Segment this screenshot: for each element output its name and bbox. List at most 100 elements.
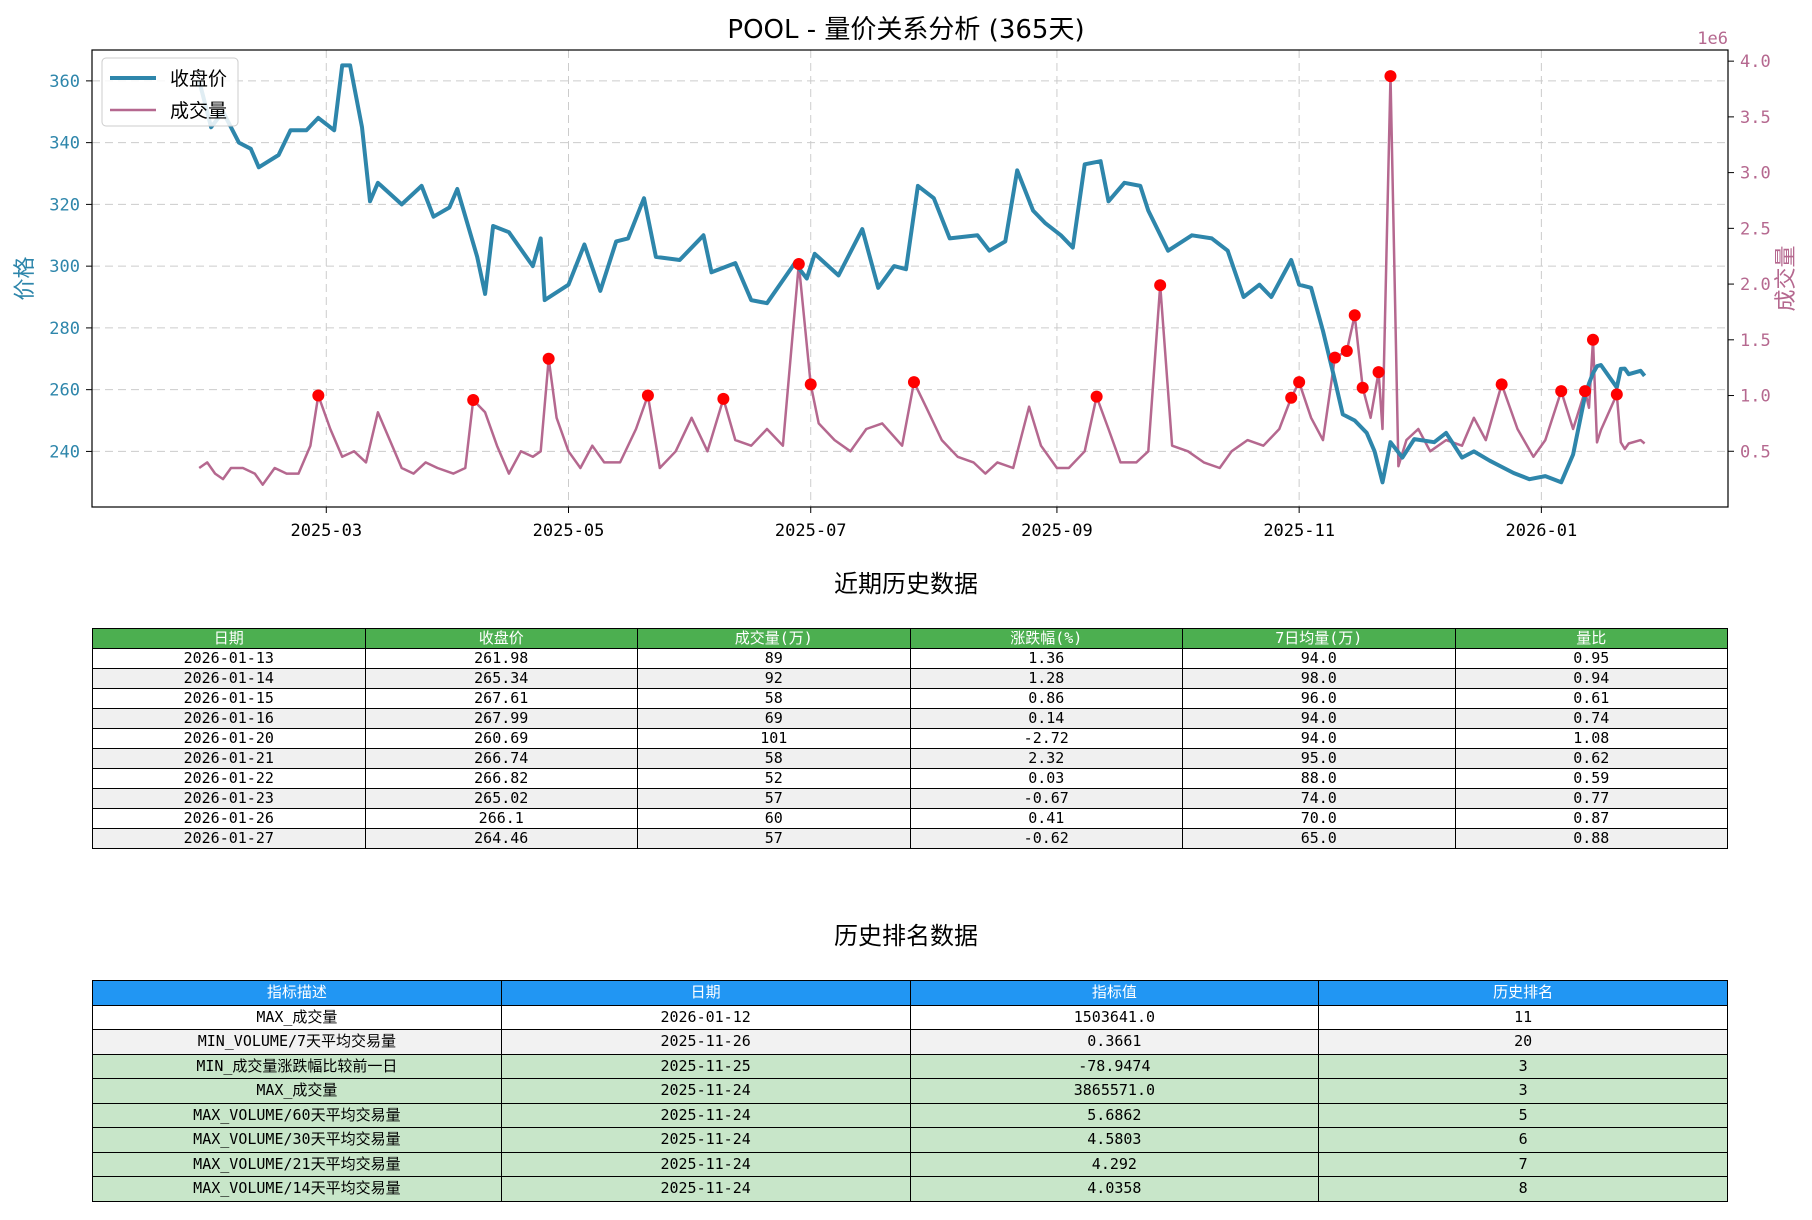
table-cell: MIN_成交量涨跌幅比较前一日	[92, 1053, 502, 1079]
table-cell: 3	[1318, 1053, 1728, 1079]
y-left-tick-label: 240	[49, 442, 80, 462]
table-cell: 2025-11-24	[500, 1127, 911, 1153]
ranking-column-header: 指标描述	[92, 980, 502, 1006]
volume-spike-point	[1356, 381, 1369, 394]
price-line	[197, 63, 1647, 485]
table-cell: 65.0	[1182, 828, 1456, 849]
volume-spike-point	[804, 378, 817, 391]
volume-spike-point	[312, 389, 325, 402]
volume-spike-point	[467, 393, 480, 406]
y-right-tick-label: 1.0	[1740, 387, 1771, 407]
table-cell: 89	[637, 648, 911, 669]
table-cell: 5	[1318, 1102, 1728, 1128]
table-cell: 0.86	[909, 688, 1183, 709]
y-right-tick-label: 4.0	[1740, 52, 1771, 72]
legend-price-label: 收盘价	[170, 68, 227, 90]
recent-column-header: 7日均量(万)	[1182, 628, 1456, 649]
table-cell: 1503641.0	[909, 1004, 1320, 1030]
table-cell: 6	[1318, 1127, 1728, 1153]
table-cell: 74.0	[1182, 788, 1456, 809]
table-cell: 95.0	[1182, 748, 1456, 769]
table-row: 2026-01-14 265.34 92 1.28 98.0 0.94	[92, 668, 1728, 689]
table-cell: 267.99	[364, 708, 638, 729]
table-cell: MIN_VOLUME/7天平均交易量	[92, 1029, 502, 1055]
table-cell: -2.72	[909, 728, 1183, 749]
legend-volume-label: 成交量	[170, 100, 227, 122]
table-cell: 0.14	[909, 708, 1183, 729]
table-cell: 261.98	[364, 648, 638, 669]
volume-spike-point	[1090, 390, 1103, 403]
table-cell: 0.94	[1454, 668, 1728, 689]
volume-spike-point	[1384, 70, 1397, 83]
volume-spike-point	[1154, 279, 1167, 292]
x-tick-label: 2025-05	[533, 521, 605, 541]
table-cell: 266.82	[364, 768, 638, 789]
table-cell: 0.77	[1454, 788, 1728, 809]
table-row: 2026-01-22 266.82 52 0.03 88.0 0.59	[92, 768, 1728, 789]
volume-spike-point	[792, 258, 805, 271]
table-cell: 1.28	[909, 668, 1183, 689]
table-cell: 266.1	[364, 808, 638, 829]
y-right-tick-label: 2.5	[1740, 219, 1771, 239]
table-cell: 52	[637, 768, 911, 789]
table-row: MAX_VOLUME/60天平均交易量 2025-11-24 5.6862 5	[92, 1102, 1728, 1128]
table-row: MAX_VOLUME/21天平均交易量 2025-11-24 4.292 7	[92, 1151, 1728, 1177]
axes: 240 260 280 300 320 340 360 2025-03 2025-05 2025-…	[13, 29, 1799, 541]
table-cell: 60	[637, 808, 911, 829]
table-cell: 2026-01-13	[92, 648, 366, 669]
table-cell: 70.0	[1182, 808, 1456, 829]
table-row: 2026-01-27 264.46 57 -0.62 65.0 0.88	[92, 828, 1728, 849]
table-cell: 2026-01-14	[92, 668, 366, 689]
y-left-tick-label: 280	[49, 319, 80, 339]
table-cell: 0.88	[1454, 828, 1728, 849]
volume-spike-point	[907, 376, 920, 389]
ranking-column-header: 指标值	[909, 980, 1320, 1006]
table-cell: 7	[1318, 1151, 1728, 1177]
x-tick-label: 2026-01	[1506, 521, 1578, 541]
table-cell: -78.9474	[909, 1053, 1320, 1079]
table-row: MAX_VOLUME/14天平均交易量 2025-11-24 4.0358 8	[92, 1176, 1728, 1202]
table-row: MIN_成交量涨跌幅比较前一日 2025-11-25 -78.9474 3	[92, 1053, 1728, 1079]
y-right-tick-label: 3.0	[1740, 164, 1771, 184]
ranking-table: 指标描述 日期 指标值 历史排名 MAX_成交量 2026-01-12 1503641.0…	[92, 980, 1728, 1202]
table-cell: 2025-11-25	[500, 1053, 911, 1079]
table-cell: 2026-01-26	[92, 808, 366, 829]
table-cell: 98.0	[1182, 668, 1456, 689]
table-cell: 57	[637, 788, 911, 809]
table-cell: 0.41	[909, 808, 1183, 829]
table-row: MAX_成交量 2026-01-12 1503641.0 11	[92, 1004, 1728, 1030]
table-cell: 2025-11-24	[500, 1078, 911, 1104]
table-cell: 264.46	[364, 828, 638, 849]
table-cell: 2025-11-24	[500, 1151, 911, 1177]
table-row: 2026-01-23 265.02 57 -0.67 74.0 0.77	[92, 788, 1728, 809]
volume-spike-point	[641, 389, 654, 402]
table-cell: -0.62	[909, 828, 1183, 849]
table-cell: MAX_VOLUME/30天平均交易量	[92, 1127, 502, 1153]
table-cell: 260.69	[364, 728, 638, 749]
table-cell: 2026-01-22	[92, 768, 366, 789]
x-tick-label: 2025-07	[775, 521, 847, 541]
table-cell: 8	[1318, 1176, 1728, 1202]
ranking-table-header: 指标描述 日期 指标值 历史排名	[92, 980, 1728, 1006]
table-cell: 58	[637, 688, 911, 709]
table-cell: 57	[637, 828, 911, 849]
recent-column-header: 日期	[92, 628, 366, 649]
table-cell: 2026-01-27	[92, 828, 366, 849]
table-cell: 58	[637, 748, 911, 769]
recent-column-header: 涨跌幅(%)	[909, 628, 1183, 649]
table-cell: 0.59	[1454, 768, 1728, 789]
table-cell: 94.0	[1182, 648, 1456, 669]
table-cell: MAX_VOLUME/21天平均交易量	[92, 1151, 502, 1177]
table-cell: 265.02	[364, 788, 638, 809]
ranking-column-header: 日期	[500, 980, 911, 1006]
recent-column-header: 收盘价	[364, 628, 638, 649]
table-cell: 88.0	[1182, 768, 1456, 789]
x-tick-label: 2025-11	[1263, 521, 1335, 541]
table-cell: 4.0358	[909, 1176, 1320, 1202]
table-cell: 267.61	[364, 688, 638, 709]
volume-spike-point	[1328, 351, 1341, 364]
table-cell: 1.36	[909, 648, 1183, 669]
y-right-tick-label: 0.5	[1740, 442, 1771, 462]
recent-table-header: 日期 收盘价 成交量(万) 涨跌幅(%) 7日均量(万) 量比	[92, 628, 1728, 649]
